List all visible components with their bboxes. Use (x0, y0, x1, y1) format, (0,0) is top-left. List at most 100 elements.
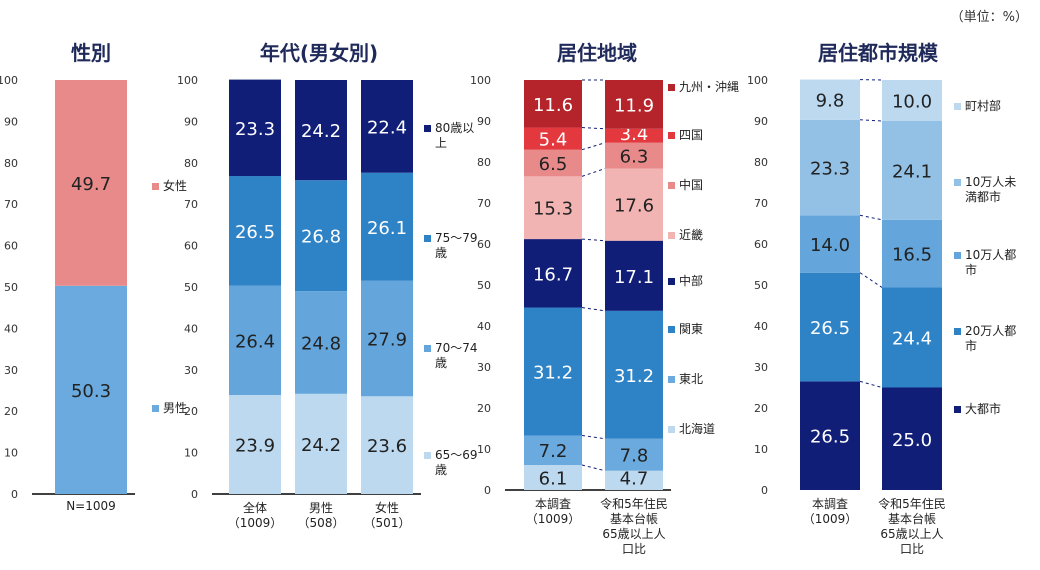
data-label: 7.8 (620, 446, 649, 467)
legend-label: 大都市 (965, 401, 1001, 416)
connector-line (859, 380, 883, 388)
bar-segment (605, 168, 663, 241)
y-tick-label: 50 (4, 281, 18, 294)
bar-segment (524, 149, 582, 177)
data-label: 11.6 (533, 95, 573, 116)
data-label: 25.0 (892, 430, 932, 451)
data-label: 16.5 (892, 245, 932, 266)
bar-segment (524, 307, 582, 436)
bar-segment (229, 395, 281, 494)
chart-panel-2: 年代(男女別) 0 10 20 30 40 50 60 70 80 90 100 23.9 26.4 26.… (177, 41, 478, 530)
y-tick-label: 90 (4, 115, 18, 128)
category-label: N=1009 (66, 499, 116, 513)
data-label: 3.4 (620, 124, 649, 145)
bar-segment (229, 285, 281, 396)
legend-label: 65～69 歳 (435, 448, 478, 477)
legend-swatch (668, 232, 675, 239)
unit-note: （単位：%） (950, 10, 1028, 25)
legend-label: 70～74 歳 (435, 341, 478, 370)
y-tick-label: 40 (754, 320, 768, 333)
bar-segment (800, 272, 860, 382)
y-tick-label: 80 (4, 157, 18, 170)
y-tick-label: 30 (4, 364, 18, 377)
data-label: 5.4 (539, 130, 568, 151)
data-label: 26.5 (810, 318, 850, 339)
y-tick-label: 60 (477, 238, 491, 251)
y-tick-label: 100 (470, 74, 491, 87)
y-tick-label: 0 (191, 488, 198, 501)
bar-segment (229, 79, 281, 177)
connector-line (581, 142, 606, 151)
legend-swatch (424, 235, 431, 242)
y-tick-label: 20 (477, 402, 491, 415)
legend-label: 東北 (679, 372, 703, 386)
data-label: 10.0 (892, 92, 932, 113)
bar-segment (800, 381, 860, 490)
data-label: 23.9 (235, 436, 275, 457)
y-tick-label: 30 (754, 361, 768, 374)
category-label: 令和5年住民基本台帳 65歳以上人口比 (600, 496, 668, 556)
legend-swatch (954, 406, 961, 413)
y-tick-label: 40 (477, 320, 491, 333)
y-tick-label: 30 (184, 364, 198, 377)
bar-segment (295, 180, 347, 292)
y-tick-label: 50 (184, 281, 198, 294)
legend-swatch (668, 182, 675, 189)
legend-swatch (954, 328, 961, 335)
connector-line (859, 272, 883, 288)
chart-panel-4: 居住都市規模 0 10 20 30 40 50 60 70 80 90 100 26.5 26.5 14.0… (747, 41, 1016, 556)
y-tick-label: 10 (4, 447, 18, 460)
bar-segment (524, 127, 582, 150)
connector-line (859, 119, 883, 122)
data-label: 6.3 (620, 147, 649, 168)
y-tick-label: 80 (184, 157, 198, 170)
data-label: 26.5 (235, 222, 275, 243)
legend-swatch (954, 252, 961, 259)
legend-label: 中部 (679, 273, 703, 288)
y-tick-label: 60 (4, 240, 18, 253)
category-label: 女性（501） (364, 500, 411, 530)
legend-label: 75～79 歳 (435, 231, 478, 260)
bar-segment (524, 80, 582, 128)
y-tick-label: 10 (184, 447, 198, 460)
bar-segment (361, 396, 413, 494)
y-tick-label: 0 (484, 484, 491, 497)
data-label: 6.1 (539, 468, 568, 489)
connector-line (581, 127, 606, 130)
bar-segment (605, 80, 663, 129)
data-label: 23.3 (235, 119, 275, 140)
bar-segment (800, 215, 860, 273)
legend-label: 四国 (679, 128, 703, 142)
y-tick-label: 50 (754, 279, 768, 292)
y-tick-label: 30 (477, 361, 491, 374)
data-label: 27.9 (367, 330, 407, 351)
category-label: 令和5年住民基本台帳 65歳以上人口比 (878, 496, 946, 556)
legend-swatch (152, 405, 159, 412)
y-tick-label: 100 (747, 74, 768, 87)
legend-swatch (668, 326, 675, 333)
y-tick-label: 20 (754, 402, 768, 415)
y-tick-label: 70 (184, 198, 198, 211)
bar-segment (605, 438, 663, 471)
legend-swatch (668, 426, 675, 433)
panel-title: 性別 (71, 41, 111, 65)
bar-segment (882, 287, 942, 388)
data-label: 23.3 (810, 159, 850, 180)
bar-segment (361, 172, 413, 281)
y-tick-label: 70 (477, 197, 491, 210)
data-label: 23.6 (367, 436, 407, 457)
y-tick-label: 90 (754, 115, 768, 128)
data-label: 9.8 (816, 91, 845, 112)
legend-swatch (152, 183, 159, 190)
y-tick-label: 10 (754, 443, 768, 456)
legend-label: 80歳以上 (435, 121, 474, 150)
legend-label: 女性 (163, 178, 187, 193)
bar-segment (882, 219, 942, 288)
data-label: 17.6 (614, 196, 654, 217)
data-label: 17.1 (614, 267, 654, 288)
legend-label: 10万人都市 (965, 248, 1016, 277)
legend-swatch (424, 452, 431, 459)
y-tick-label: 90 (184, 115, 198, 128)
legend-swatch (668, 132, 675, 139)
